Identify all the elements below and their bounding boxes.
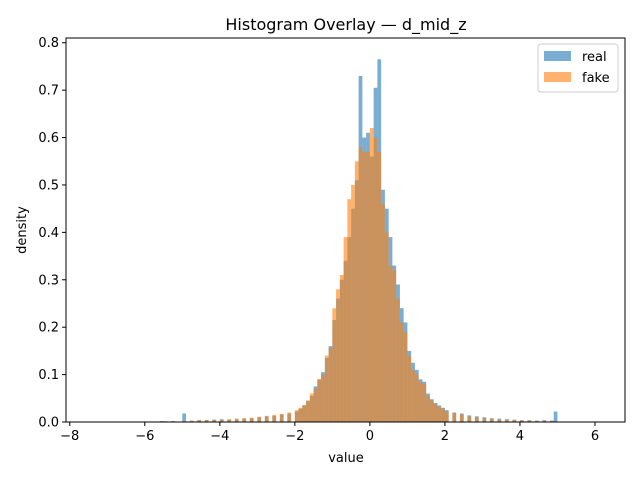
bar-fake-55	[429, 400, 434, 422]
bar-fake-47	[399, 322, 404, 422]
bar-fake-63	[474, 417, 479, 422]
bar-fake-65	[489, 418, 494, 422]
bar-fake-24	[313, 388, 318, 422]
x-tick-label: −6	[135, 429, 154, 444]
bar-fake-33	[347, 199, 352, 422]
bar-fake-8	[212, 419, 217, 422]
bar-fake-42	[381, 203, 385, 422]
bar-fake-15	[264, 415, 269, 422]
bar-fake-51	[414, 374, 419, 422]
x-tick-label: −4	[210, 429, 229, 444]
x-tick-label: −8	[60, 429, 79, 444]
bar-fake-27	[324, 355, 329, 422]
y-axis-ticks: 0.0 0.1 0.2 0.3 0.4 0.5 0.6 0.7 0.8	[38, 36, 66, 431]
bar-fake-62	[467, 416, 472, 422]
x-tick-label: 0	[366, 429, 374, 444]
y-tick-label: 0.4	[38, 226, 59, 241]
y-tick-label: 0.2	[38, 321, 59, 336]
bar-fake-14	[257, 416, 262, 422]
bar-fake-31	[339, 275, 344, 422]
bar-fake-7	[204, 420, 209, 422]
bar-fake-66	[497, 419, 502, 422]
bar-fake-13	[249, 417, 254, 422]
bar-fake-44	[388, 265, 393, 422]
bar-fake-57	[437, 406, 442, 422]
bar-fake-64	[482, 418, 487, 422]
bar-fake-70	[527, 420, 532, 422]
legend-label-real: real	[582, 50, 607, 65]
legend-label-fake: fake	[582, 71, 610, 86]
bar-fake-36	[358, 147, 363, 423]
bar-fake-58	[441, 408, 445, 422]
bar-fake-48	[403, 331, 408, 422]
y-axis-label: density	[15, 206, 30, 254]
bar-fake-29	[332, 308, 337, 422]
x-tick-label: 6	[591, 429, 599, 444]
bar-fake-61	[459, 414, 464, 422]
x-tick-label: 4	[516, 429, 524, 444]
x-tick-label: 2	[441, 429, 449, 444]
bar-fake-60	[452, 412, 457, 422]
bar-fake-43	[384, 232, 389, 422]
bar-fake-23	[309, 393, 314, 422]
bar-fake-30	[336, 289, 340, 422]
plot-frame	[65, 37, 626, 423]
bar-fake-10	[227, 419, 232, 422]
x-axis-ticks: −8 −6 −4 −2 0 2 4 6	[60, 422, 599, 444]
bar-fake-34	[351, 184, 355, 422]
y-tick-label: 0.6	[38, 131, 59, 146]
bar-fake-40	[373, 137, 378, 422]
x-tick-label: −2	[285, 429, 304, 444]
bar-fake-46	[396, 298, 400, 422]
bar-fake-68	[512, 420, 517, 422]
bar-fake-38	[366, 151, 370, 422]
bar-fake-25	[317, 379, 322, 422]
chart-title: Histogram Overlay — d_mid_z	[225, 15, 466, 35]
bar-fake-22	[306, 400, 310, 422]
bar-fake-32	[343, 237, 348, 422]
bar-fake-6	[197, 420, 202, 422]
bar-fake-41	[377, 151, 382, 422]
bar-fake-26	[321, 374, 325, 422]
bar-fake-17	[279, 413, 284, 422]
bar-fake-52	[418, 381, 423, 422]
bar-fake-12	[242, 418, 247, 422]
bar-fake-49	[407, 355, 412, 422]
series-fake-bars	[92, 128, 614, 423]
bar-fake-21	[302, 404, 307, 422]
legend: real fake	[537, 43, 619, 93]
y-tick-label: 0.5	[38, 178, 59, 193]
bar-fake-56	[433, 403, 438, 422]
bar-fake-53	[422, 384, 427, 422]
bar-fake-67	[504, 419, 509, 422]
bar-fake-59	[444, 411, 449, 422]
y-tick-label: 0.0	[38, 416, 59, 431]
legend-swatch-real	[544, 51, 571, 61]
bar-fake-37	[362, 151, 367, 422]
y-tick-label: 0.7	[38, 84, 59, 99]
bar-fake-19	[294, 410, 299, 422]
bar-fake-45	[392, 270, 397, 422]
bar-fake-11	[234, 418, 239, 422]
bar-real-4	[182, 413, 187, 422]
bar-fake-39	[369, 128, 374, 422]
bar-fake-69	[519, 420, 524, 422]
y-tick-label: 0.3	[38, 273, 59, 288]
y-tick-label: 0.1	[38, 368, 59, 383]
bar-fake-50	[411, 369, 415, 422]
bar-fake-9	[219, 420, 224, 422]
bar-fake-16	[272, 414, 277, 422]
x-axis-label: value	[328, 451, 364, 466]
bar-real-74	[553, 411, 558, 422]
bar-fake-18	[287, 412, 292, 422]
bar-fake-54	[426, 395, 430, 422]
bar-fake-20	[298, 407, 303, 422]
y-tick-label: 0.8	[38, 36, 59, 51]
bar-fake-28	[328, 348, 333, 422]
legend-swatch-fake	[544, 72, 571, 82]
bar-fake-35	[354, 161, 359, 422]
